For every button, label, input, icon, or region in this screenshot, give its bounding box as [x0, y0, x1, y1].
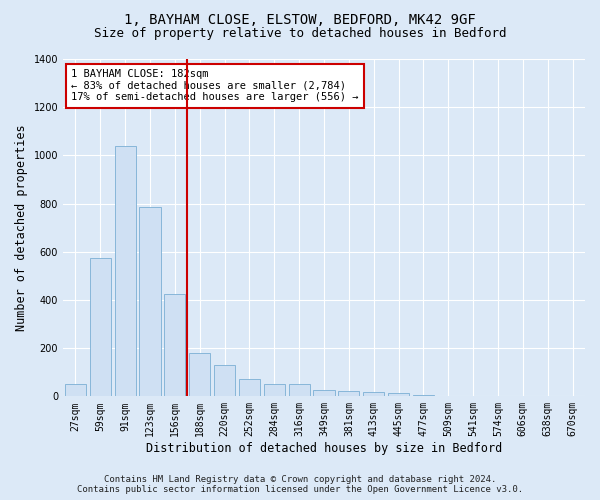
Y-axis label: Number of detached properties: Number of detached properties: [15, 124, 28, 331]
Bar: [65, 384, 86, 396]
Text: Size of property relative to detached houses in Bedford: Size of property relative to detached ho…: [94, 28, 506, 40]
Bar: [363, 392, 384, 396]
Bar: [90, 258, 111, 396]
Bar: [388, 394, 409, 396]
Bar: [214, 365, 235, 396]
Bar: [289, 384, 310, 396]
Bar: [413, 395, 434, 396]
Bar: [264, 384, 285, 396]
Text: 1 BAYHAM CLOSE: 182sqm
← 83% of detached houses are smaller (2,784)
17% of semi-: 1 BAYHAM CLOSE: 182sqm ← 83% of detached…: [71, 69, 358, 102]
Bar: [189, 353, 211, 397]
Bar: [239, 380, 260, 396]
X-axis label: Distribution of detached houses by size in Bedford: Distribution of detached houses by size …: [146, 442, 502, 455]
Bar: [313, 390, 335, 396]
Text: Contains HM Land Registry data © Crown copyright and database right 2024.
Contai: Contains HM Land Registry data © Crown c…: [77, 474, 523, 494]
Bar: [164, 294, 185, 396]
Bar: [115, 146, 136, 396]
Bar: [338, 391, 359, 396]
Bar: [139, 207, 161, 396]
Text: 1, BAYHAM CLOSE, ELSTOW, BEDFORD, MK42 9GF: 1, BAYHAM CLOSE, ELSTOW, BEDFORD, MK42 9…: [124, 12, 476, 26]
